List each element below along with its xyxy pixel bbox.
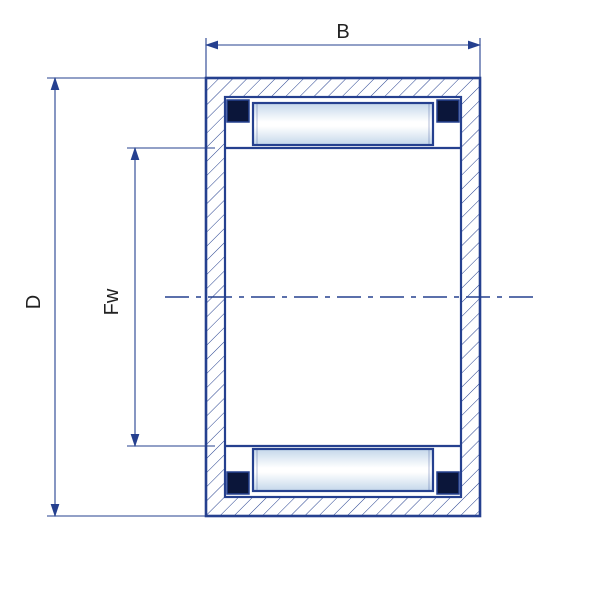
roller-bottom xyxy=(253,449,433,491)
seal-top-left xyxy=(227,100,249,122)
label-fw: Fw xyxy=(101,288,123,315)
seal-bottom-right xyxy=(437,472,459,494)
label-d: D xyxy=(23,295,45,309)
bearing-diagram: B D Fw xyxy=(0,0,600,600)
seal-bottom-left xyxy=(227,472,249,494)
roller-top xyxy=(253,103,433,145)
seal-top-right xyxy=(437,100,459,122)
label-b: B xyxy=(336,21,349,43)
